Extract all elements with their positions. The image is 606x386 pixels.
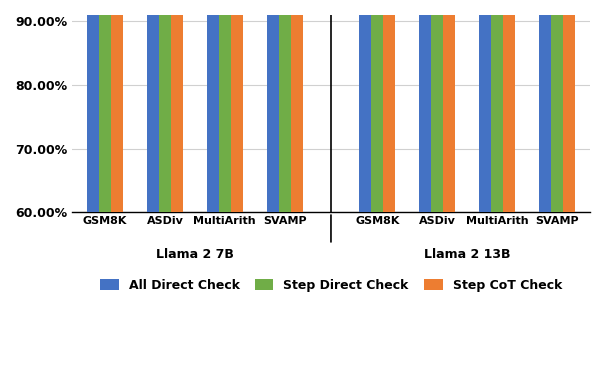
Bar xyxy=(267,0,279,212)
Bar xyxy=(539,0,551,212)
Bar xyxy=(443,0,455,212)
Bar xyxy=(147,0,159,212)
Bar xyxy=(231,0,242,212)
Bar xyxy=(171,0,183,212)
Bar xyxy=(359,0,371,212)
Legend: All Direct Check, Step Direct Check, Step CoT Check: All Direct Check, Step Direct Check, Ste… xyxy=(95,274,567,297)
Bar xyxy=(479,0,491,212)
Bar xyxy=(87,0,99,212)
Bar xyxy=(551,0,563,212)
Text: Llama 2 13B: Llama 2 13B xyxy=(424,248,510,261)
Bar xyxy=(419,0,431,212)
Bar xyxy=(159,0,171,212)
Bar xyxy=(371,0,384,212)
Bar xyxy=(111,0,123,212)
Bar xyxy=(431,0,443,212)
Bar xyxy=(563,0,575,212)
Bar xyxy=(99,0,111,212)
Bar xyxy=(207,0,219,212)
Bar xyxy=(503,0,515,212)
Bar xyxy=(290,0,302,212)
Bar xyxy=(219,0,231,212)
Text: Llama 2 7B: Llama 2 7B xyxy=(156,248,234,261)
Bar xyxy=(279,0,290,212)
Bar xyxy=(384,0,395,212)
Bar xyxy=(491,0,503,212)
